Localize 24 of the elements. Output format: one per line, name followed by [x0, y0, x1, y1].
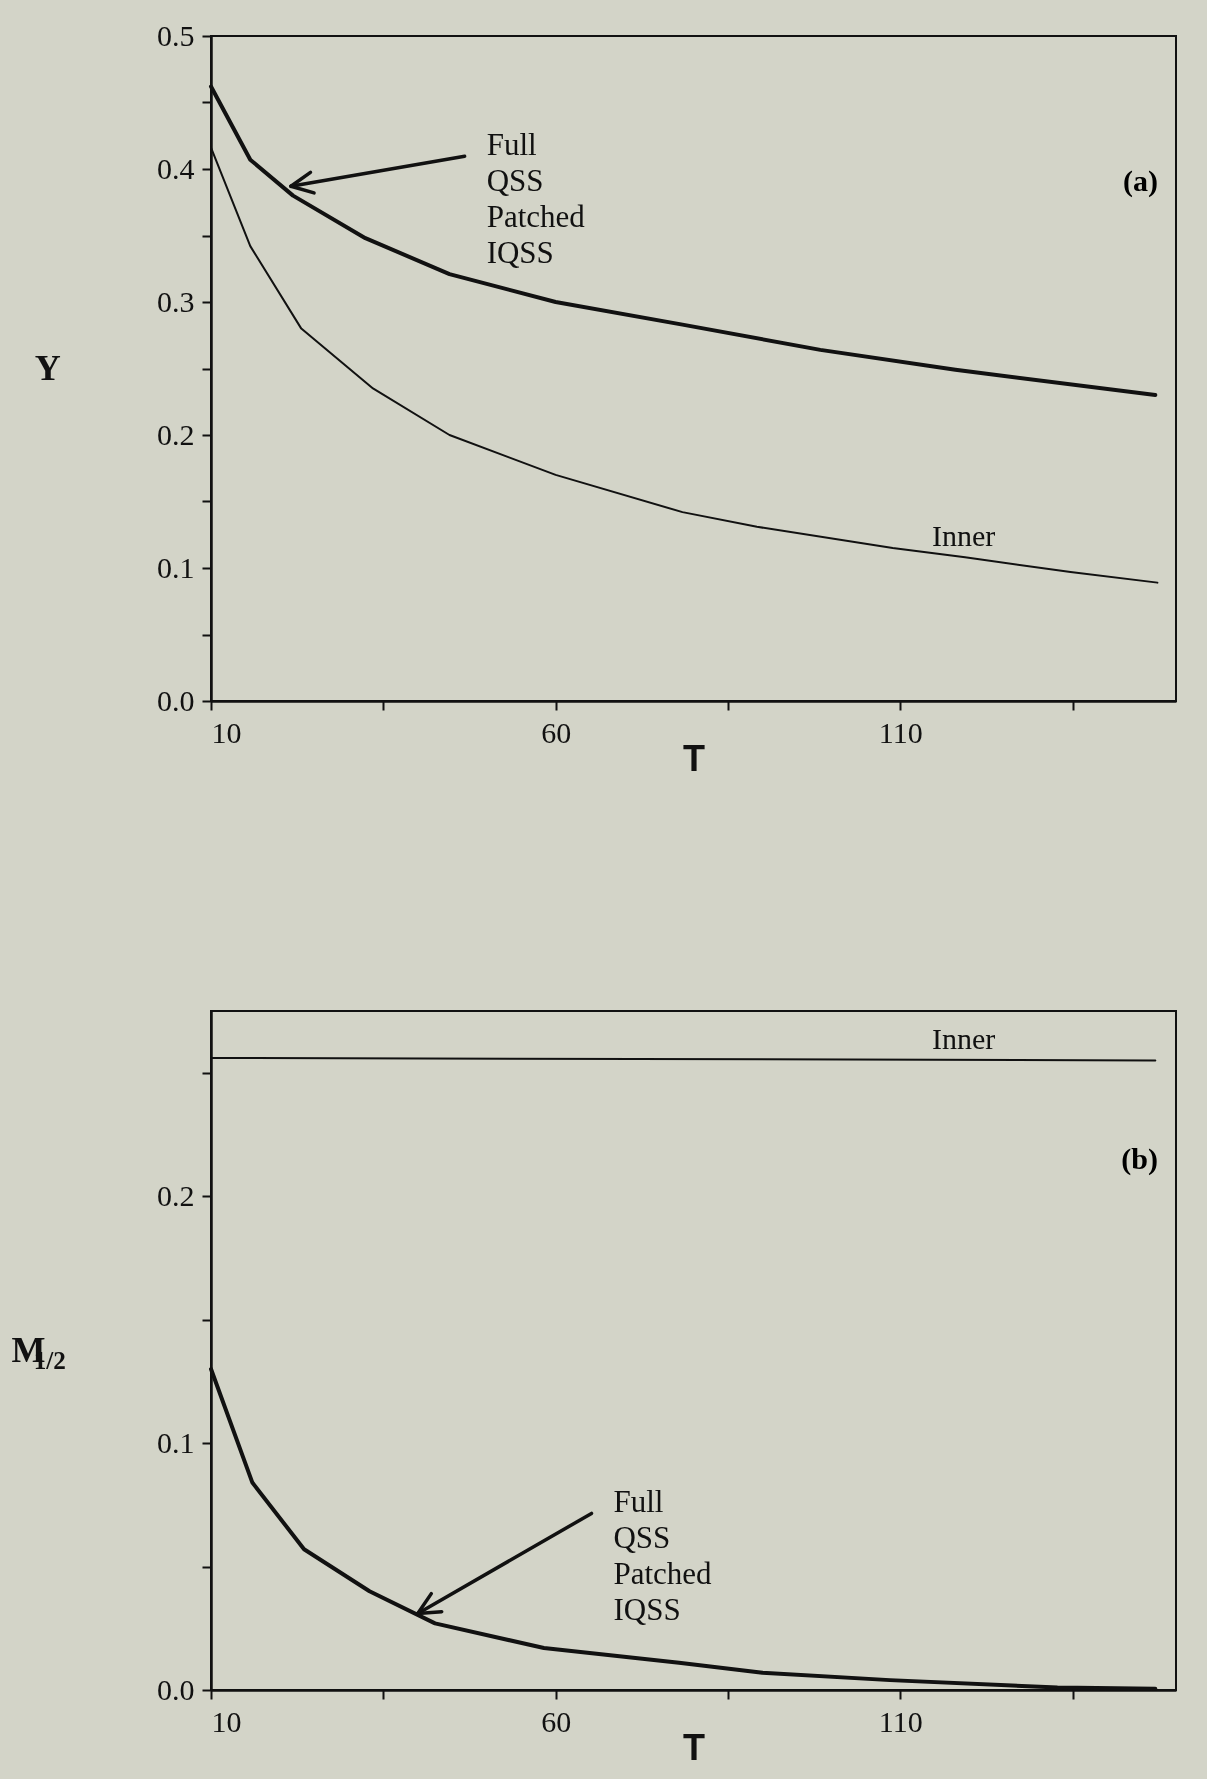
y-tick-label: 0.5 [157, 18, 195, 52]
annotation: (a) [1123, 164, 1158, 199]
y-tick-label: 0.4 [157, 151, 195, 185]
y-tick-label: 0.2 [157, 1178, 195, 1212]
x-tick-label: 60 [541, 715, 572, 749]
x-tick-label: 60 [541, 1704, 572, 1738]
y-tick-label: 0.3 [157, 284, 195, 318]
y-tick-label: 0.1 [157, 1425, 195, 1459]
annotation: (b) [1121, 1142, 1158, 1177]
annotation: Full QSS Patched IQSS [486, 127, 586, 271]
y-tick-label: 0.1 [157, 550, 195, 584]
y-axis-title: Y [34, 347, 61, 388]
annotation: Full QSS Patched IQSS [613, 1484, 713, 1628]
x-tick-label: 10 [211, 1704, 242, 1738]
series-label: Inner [932, 519, 996, 553]
y-tick-label: 0.0 [157, 1672, 195, 1706]
x-axis-title: T [683, 737, 705, 779]
x-tick-label: 110 [878, 1704, 923, 1738]
x-axis-title: T [683, 1726, 705, 1768]
y-tick-label: 0.0 [157, 683, 195, 717]
y-tick-label: 0.2 [157, 417, 195, 451]
series-label: Inner [932, 1021, 996, 1055]
x-tick-label: 10 [211, 715, 242, 749]
x-tick-label: 110 [878, 715, 923, 749]
